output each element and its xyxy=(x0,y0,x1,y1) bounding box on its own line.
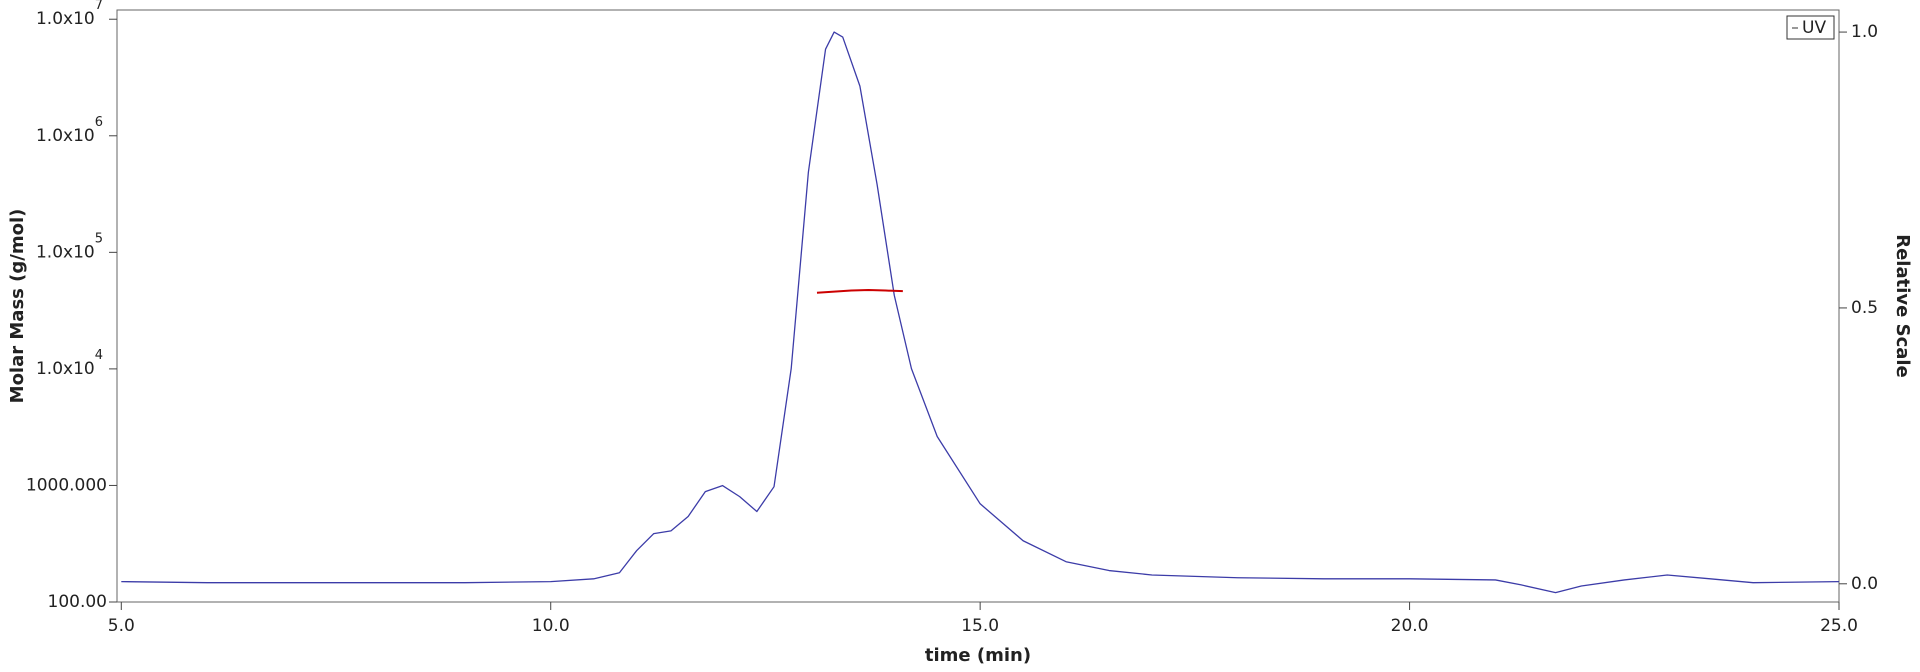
y2-axis-title: Relative Scale xyxy=(1892,234,1913,378)
x-tick-label: 10.0 xyxy=(532,616,570,636)
y-tick-label-base: 1.0x10 xyxy=(36,9,95,29)
y-tick-label-exponent: 7 xyxy=(95,0,103,13)
series-line xyxy=(121,31,1840,594)
x-tick-label: 20.0 xyxy=(1391,616,1429,636)
y-tick-label: 1.0x105 xyxy=(36,231,103,263)
series-line xyxy=(816,289,903,294)
legend-label: UV xyxy=(1802,18,1826,38)
plot-frame xyxy=(116,9,1840,603)
x-axis-title: time (min) xyxy=(925,645,1031,666)
legend-box xyxy=(1786,15,1835,40)
x-tick-label: 5.0 xyxy=(108,616,135,636)
y-tick-label-exponent: 4 xyxy=(95,347,103,362)
y-tick-label-exponent: 5 xyxy=(95,231,103,246)
y-tick-label: 1000.000 xyxy=(26,475,107,495)
y-tick-label: 1.0x104 xyxy=(36,347,103,379)
y-tick-label: 100.00 xyxy=(48,592,107,612)
y2-tick-label: 0.0 xyxy=(1851,574,1878,594)
legend: UV xyxy=(1786,15,1835,40)
y-axis-title: Molar Mass (g/mol) xyxy=(7,209,28,404)
x-tick-label: 25.0 xyxy=(1820,616,1858,636)
y-tick-label-base: 1.0x10 xyxy=(36,126,95,146)
y-tick-label-base: 1.0x10 xyxy=(36,359,95,379)
y-tick-label: 1.0x106 xyxy=(36,114,103,146)
y2-tick-label: 0.5 xyxy=(1851,298,1878,318)
y-tick-label-exponent: 6 xyxy=(95,114,103,129)
y2-tick-label: 1.0 xyxy=(1851,22,1878,42)
y-tick-label-base: 1.0x10 xyxy=(36,242,95,262)
x-tick-label: 15.0 xyxy=(961,616,999,636)
y-tick-label: 1.0x107 xyxy=(36,0,103,29)
